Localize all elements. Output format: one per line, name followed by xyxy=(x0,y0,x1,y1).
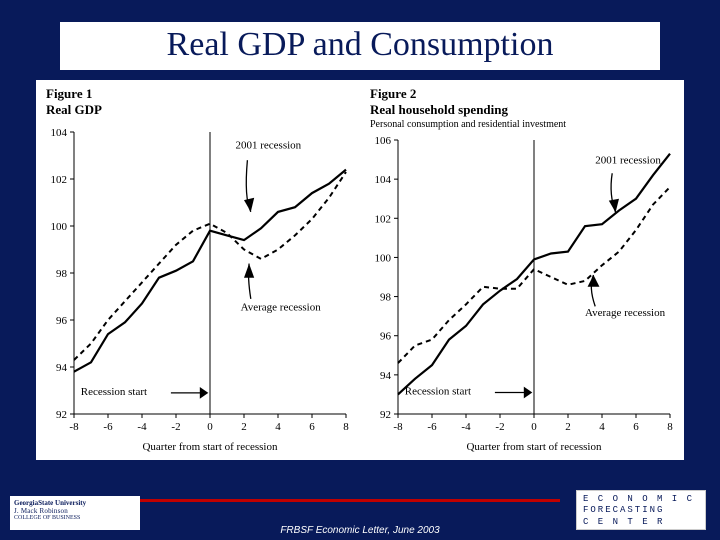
svg-text:-2: -2 xyxy=(171,421,180,433)
slide-root: Real GDP and Consumption Figure 1 Real G… xyxy=(0,0,720,540)
svg-text:Average recession: Average recession xyxy=(241,302,322,314)
figure-1: Figure 1 Real GDP 92 94 96 98 100 102 104 -8 -6 -… xyxy=(36,80,360,460)
svg-text:2001 recession: 2001 recession xyxy=(236,139,302,151)
svg-text:Recession start: Recession start xyxy=(405,385,471,397)
svg-text:Quarter from start of recessio: Quarter from start of recession xyxy=(142,441,278,453)
figure-2: Figure 2 Real household spending Persona… xyxy=(360,80,684,460)
figure-1-title: Real GDP xyxy=(46,102,102,118)
svg-text:-8: -8 xyxy=(393,421,403,433)
svg-text:4: 4 xyxy=(599,421,605,433)
svg-text:98: 98 xyxy=(380,292,392,304)
citation: FRBSF Economic Letter, June 2003 xyxy=(0,525,720,536)
figure-2-header: Figure 2 Real household spending Persona… xyxy=(370,86,566,131)
svg-text:104: 104 xyxy=(51,127,68,139)
svg-text:2: 2 xyxy=(565,421,571,433)
svg-text:102: 102 xyxy=(51,174,68,186)
svg-text:2001 recession: 2001 recession xyxy=(595,154,661,166)
svg-text:94: 94 xyxy=(380,370,392,382)
svg-text:6: 6 xyxy=(309,421,315,433)
svg-text:98: 98 xyxy=(56,268,68,280)
figure-2-title: Real household spending xyxy=(370,102,566,118)
figure-2-label: Figure 2 xyxy=(370,86,566,102)
svg-text:96: 96 xyxy=(56,315,68,327)
svg-text:102: 102 xyxy=(375,213,392,225)
svg-text:6: 6 xyxy=(633,421,639,433)
svg-text:0: 0 xyxy=(207,421,213,433)
figure-1-header: Figure 1 Real GDP xyxy=(46,86,102,119)
svg-text:Recession start: Recession start xyxy=(81,386,147,398)
svg-text:94: 94 xyxy=(56,362,68,374)
svg-text:100: 100 xyxy=(375,252,392,264)
svg-text:-6: -6 xyxy=(103,421,113,433)
svg-text:96: 96 xyxy=(380,331,392,343)
svg-text:4: 4 xyxy=(275,421,281,433)
svg-text:0: 0 xyxy=(531,421,537,433)
footer-left-line3: COLLEGE OF BUSINESS xyxy=(14,515,136,522)
svg-text:2: 2 xyxy=(241,421,247,433)
figure-2-subtitle: Personal consumption and residential inv… xyxy=(370,119,566,132)
svg-text:-8: -8 xyxy=(69,421,79,433)
svg-text:-6: -6 xyxy=(427,421,437,433)
svg-text:Average recession: Average recession xyxy=(585,307,666,319)
svg-text:100: 100 xyxy=(51,221,68,233)
figure-1-svg: 92 94 96 98 100 102 104 -8 -6 -4 -2 0 2 4 6 8 Quarter fr… xyxy=(36,80,360,460)
svg-text:8: 8 xyxy=(343,421,349,433)
svg-text:104: 104 xyxy=(375,174,392,186)
svg-text:92: 92 xyxy=(56,409,67,421)
footer-logo-right: E C O N O M I C FORECASTING C E N T E R xyxy=(576,490,706,530)
svg-text:-2: -2 xyxy=(495,421,504,433)
svg-text:106: 106 xyxy=(375,135,392,147)
svg-text:8: 8 xyxy=(667,421,673,433)
footer-right-line1: E C O N O M I C xyxy=(583,494,699,505)
svg-text:-4: -4 xyxy=(461,421,471,433)
chart-panel: Figure 1 Real GDP 92 94 96 98 100 102 104 -8 -6 -… xyxy=(36,80,684,460)
slide-title: Real GDP and Consumption xyxy=(60,22,660,70)
figure-2-svg: 92 94 96 98 100 102 104 106 -8 -6 -4 -2 0 2 4 6 8 Quarter… xyxy=(360,80,684,460)
svg-text:-4: -4 xyxy=(137,421,147,433)
svg-text:Quarter from start of recessio: Quarter from start of recession xyxy=(466,441,602,453)
svg-text:92: 92 xyxy=(380,409,391,421)
footer-left-line2: J. Mack Robinson xyxy=(14,508,136,516)
footer-divider xyxy=(100,499,560,502)
figure-1-label: Figure 1 xyxy=(46,86,102,102)
footer-right-line2: FORECASTING xyxy=(583,505,699,516)
